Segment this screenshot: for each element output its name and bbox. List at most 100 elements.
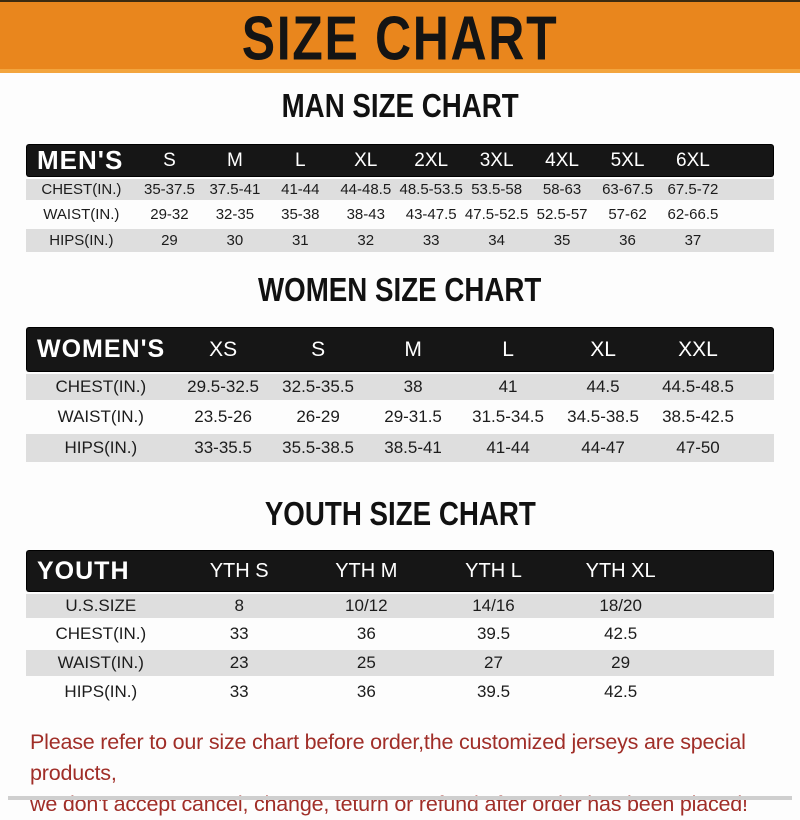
man-size-chart-heading-text: MAN SIZE CHART — [281, 87, 519, 124]
size-value-cell: 44.5 — [555, 372, 651, 403]
size-chart-banner: SIZE CHART — [0, 0, 800, 73]
size-column-header: 5XL — [594, 144, 661, 177]
size-value-cell: 48.5-53.5 — [398, 177, 464, 203]
size-value-cell: 33-35.5 — [175, 434, 271, 465]
size-value-cell: 47.5-52.5 — [463, 203, 530, 229]
size-value-cell: 25 — [302, 650, 430, 679]
row-label: HIPS(IN.) — [26, 229, 137, 255]
size-value-cell: 29 — [557, 650, 685, 679]
table-row: WAIST(IN.) 23 25 27 29 — [26, 650, 774, 679]
table-header-row: YOUTH YTH S YTH M YTH L YTH XL — [26, 550, 774, 592]
size-value-cell: 67.5-72 — [660, 177, 726, 203]
size-value-cell: 10/12 — [302, 592, 430, 621]
size-column-header: 3XL — [463, 144, 530, 177]
size-value-cell: 43-47.5 — [398, 203, 464, 229]
size-value-cell: 39.5 — [429, 679, 558, 708]
bottom-edge-divider — [8, 796, 792, 800]
size-value-cell: 35-37.5 — [136, 177, 203, 203]
youth-size-chart-heading-text: YOUTH SIZE CHART — [264, 495, 536, 532]
disclaimer-line-2: we don't accept cancel, change, teturn o… — [30, 792, 748, 816]
size-value-cell: 29-31.5 — [365, 403, 461, 434]
size-value-cell: 42.5 — [557, 621, 685, 650]
size-value-cell: 34 — [463, 229, 530, 255]
banner-title: SIZE CHART — [241, 3, 559, 73]
row-spacer-cell — [725, 177, 774, 203]
youth-size-table: YOUTH YTH S YTH M YTH L YTH XL U.S.SIZE 8 10/12… — [26, 550, 774, 708]
table-row: HIPS(IN.) 33-35.5 35.5-38.5 38.5-41 41-44 44-… — [26, 434, 774, 465]
size-value-cell: 42.5 — [557, 679, 685, 708]
row-label: CHEST(IN.) — [26, 372, 176, 403]
row-spacer-cell — [684, 621, 774, 650]
size-value-cell: 30 — [202, 229, 268, 255]
table-group-label: YOUTH — [26, 550, 176, 592]
row-label: WAIST(IN.) — [26, 650, 176, 679]
row-label: HIPS(IN.) — [26, 679, 176, 708]
size-column-header: 6XL — [660, 144, 726, 177]
size-column-header: 4XL — [529, 144, 595, 177]
size-column-header: XXL — [650, 327, 746, 372]
size-column-header: XL — [555, 327, 651, 372]
size-value-cell: 27 — [429, 650, 558, 679]
size-value-cell: 38.5-41 — [365, 434, 461, 465]
size-column-header: L — [267, 144, 334, 177]
size-value-cell: 31.5-34.5 — [460, 403, 556, 434]
size-value-cell: 41-44 — [460, 434, 556, 465]
size-value-cell: 33 — [398, 229, 464, 255]
disclaimer-text: Please refer to our size chart before or… — [30, 727, 800, 820]
table-row: WAIST(IN.) 23.5-26 26-29 29-31.5 31.5-34.5 34… — [26, 403, 774, 434]
size-value-cell: 23 — [175, 650, 303, 679]
size-column-header: M — [365, 327, 461, 372]
table-group-label: WOMEN'S — [26, 327, 176, 372]
size-value-cell: 38-43 — [333, 203, 399, 229]
size-value-cell: 47-50 — [650, 434, 746, 465]
size-column-header: 2XL — [398, 144, 464, 177]
size-value-cell: 18/20 — [557, 592, 685, 621]
table-header-row: WOMEN'S XS S M L XL XXL — [26, 327, 774, 372]
size-value-cell: 35.5-38.5 — [270, 434, 366, 465]
table-row: U.S.SIZE 8 10/12 14/16 18/20 — [26, 592, 774, 621]
header-spacer-cell — [745, 327, 774, 372]
size-column-header: YTH L — [429, 550, 558, 592]
row-spacer-cell — [684, 650, 774, 679]
size-value-cell: 36 — [594, 229, 661, 255]
womens-size-table: WOMEN'S XS S M L XL XXL CHEST(IN.) 29.5-32.5 32.5… — [26, 327, 774, 465]
size-value-cell: 52.5-57 — [529, 203, 595, 229]
size-value-cell: 41 — [460, 372, 556, 403]
size-value-cell: 58-63 — [529, 177, 595, 203]
row-label: WAIST(IN.) — [26, 203, 137, 229]
youth-size-chart-heading: YOUTH SIZE CHART — [0, 494, 800, 538]
mens-size-table: MEN'S S M L XL 2XL 3XL 4XL 5XL 6XL CHEST(IN.) 35-37… — [26, 144, 774, 255]
row-spacer-cell — [725, 203, 774, 229]
women-size-chart-heading: WOMEN SIZE CHART — [0, 270, 800, 314]
row-spacer-cell — [745, 372, 774, 403]
size-value-cell: 38.5-42.5 — [650, 403, 746, 434]
size-value-cell: 44-48.5 — [333, 177, 399, 203]
table-header-row: MEN'S S M L XL 2XL 3XL 4XL 5XL 6XL — [26, 144, 774, 177]
size-column-header: YTH M — [302, 550, 430, 592]
women-size-chart-heading-text: WOMEN SIZE CHART — [258, 271, 542, 308]
row-spacer-cell — [725, 229, 774, 255]
size-value-cell: 34.5-38.5 — [555, 403, 651, 434]
size-value-cell: 37.5-41 — [202, 177, 268, 203]
size-value-cell: 32-35 — [202, 203, 268, 229]
size-column-header: S — [136, 144, 203, 177]
size-value-cell: 62-66.5 — [660, 203, 726, 229]
size-value-cell: 35-38 — [267, 203, 334, 229]
size-value-cell: 44.5-48.5 — [650, 372, 746, 403]
size-column-header: YTH S — [175, 550, 303, 592]
row-label: HIPS(IN.) — [26, 434, 176, 465]
size-value-cell: 33 — [175, 679, 303, 708]
size-column-header: XS — [175, 327, 271, 372]
size-value-cell: 63-67.5 — [594, 177, 661, 203]
size-column-header: S — [270, 327, 366, 372]
size-value-cell: 36 — [302, 621, 430, 650]
header-spacer-cell — [725, 144, 774, 177]
table-group-label: MEN'S — [26, 144, 137, 177]
header-spacer-cell — [684, 550, 774, 592]
size-value-cell: 8 — [175, 592, 303, 621]
size-value-cell: 39.5 — [429, 621, 558, 650]
size-value-cell: 23.5-26 — [175, 403, 271, 434]
size-value-cell: 44-47 — [555, 434, 651, 465]
size-column-header: XL — [333, 144, 399, 177]
size-value-cell: 53.5-58 — [463, 177, 530, 203]
